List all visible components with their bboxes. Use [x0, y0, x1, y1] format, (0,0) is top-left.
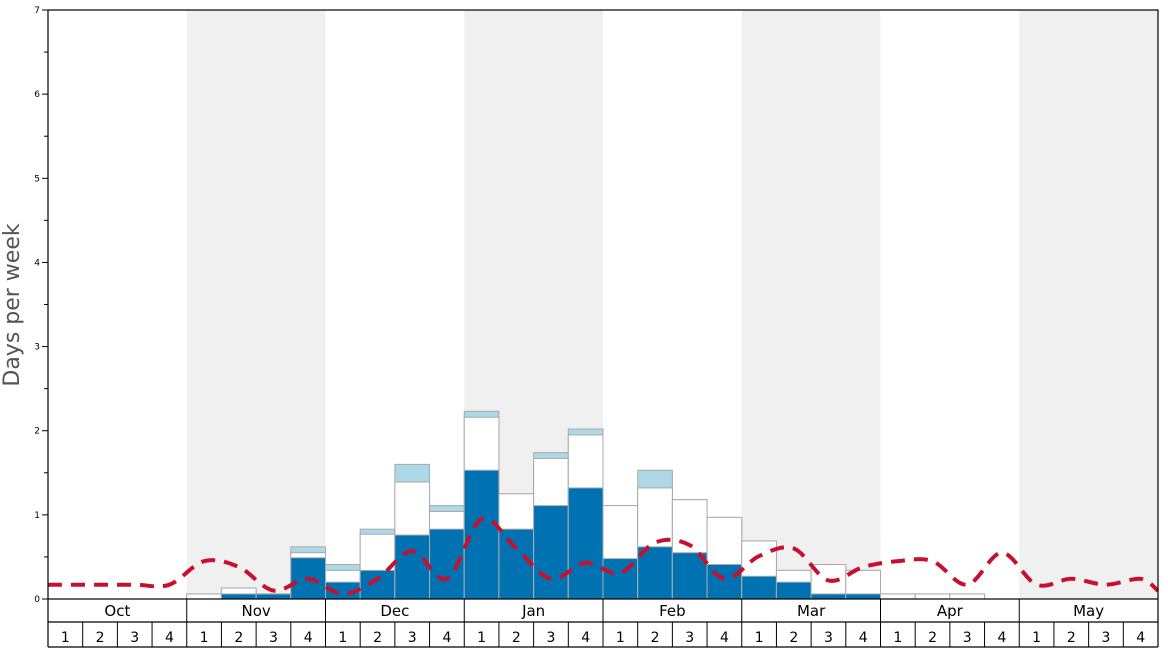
week-label-feb-3: 3	[685, 630, 694, 646]
bar-dark-13	[498, 528, 535, 600]
month-shade-may	[1019, 10, 1158, 599]
week-label-mar-3: 3	[824, 630, 833, 646]
week-label-may-4: 4	[1136, 630, 1145, 646]
week-label-oct-1: 1	[61, 630, 70, 646]
y-tick-label-1: 1	[34, 511, 40, 521]
week-label-mar-1: 1	[755, 630, 764, 646]
bar-dark-6	[255, 593, 292, 600]
y-tick-label-6: 6	[34, 90, 40, 100]
week-label-jan-1: 1	[477, 630, 486, 646]
month-label-dec: Dec	[380, 602, 409, 620]
month-label-oct: Oct	[104, 602, 130, 620]
month-label-jan: Jan	[521, 602, 545, 620]
week-label-nov-2: 2	[234, 630, 243, 646]
bar-white-24	[880, 593, 916, 600]
y-tick-label-5: 5	[34, 174, 40, 184]
week-label-jan-2: 2	[512, 630, 521, 646]
bar-dark-21	[775, 581, 812, 600]
week-label-oct-3: 3	[130, 630, 139, 646]
y-tick-label-4: 4	[34, 258, 40, 268]
week-label-oct-2: 2	[96, 630, 105, 646]
week-label-apr-3: 3	[963, 630, 972, 646]
bar-dark-17	[637, 546, 673, 600]
week-label-feb-2: 2	[651, 630, 660, 646]
bar-dark-15	[567, 487, 604, 600]
bars	[186, 410, 986, 600]
bar-dark-18	[671, 552, 708, 600]
month-shade-mar	[741, 10, 881, 599]
week-label-apr-1: 1	[893, 630, 902, 646]
y-tick-label-7: 7	[34, 6, 40, 16]
month-label-feb: Feb	[659, 602, 686, 620]
month-label-may: May	[1073, 602, 1104, 620]
month-label-apr: Apr	[937, 602, 964, 620]
y-tick-label-3: 3	[34, 343, 40, 353]
month-shading	[186, 10, 1158, 599]
week-label-dec-2: 2	[373, 630, 382, 646]
y-tick-label-0: 0	[34, 595, 40, 605]
labels: 0 1 2 3 4 5 6 7 Oct 1 2 3 4 Nov 1 2 3 4 Dec 1 2 3 4 Jan 1 2 3 4 Feb 1…	[34, 6, 1145, 646]
bar-white-25	[914, 593, 951, 600]
week-label-nov-3: 3	[269, 630, 278, 646]
week-label-may-2: 2	[1067, 630, 1076, 646]
week-label-jan-3: 3	[547, 630, 556, 646]
axes	[42, 9, 1159, 648]
week-label-may-3: 3	[1102, 630, 1111, 646]
week-label-dec-1: 1	[338, 630, 347, 646]
week-label-mar-2: 2	[789, 630, 798, 646]
week-label-jan-4: 4	[581, 630, 590, 646]
month-label-nov: Nov	[241, 602, 270, 620]
bar-dark-5	[220, 593, 257, 600]
bar-dark-12	[463, 469, 500, 600]
week-label-mar-4: 4	[859, 630, 868, 646]
bar-white-4	[186, 593, 222, 600]
bar-dark-20	[741, 575, 777, 600]
y-axis-title: Days per week	[0, 223, 25, 386]
week-label-apr-4: 4	[997, 630, 1006, 646]
month-shade-nov	[186, 10, 326, 599]
week-label-dec-3: 3	[408, 630, 417, 646]
bar-dark-22	[810, 593, 847, 600]
y-tick-label-2: 2	[34, 427, 40, 437]
bar-white-26	[949, 593, 986, 600]
bar-dark-23	[845, 593, 881, 600]
week-label-dec-4: 4	[442, 630, 451, 646]
week-label-nov-4: 4	[304, 630, 313, 646]
week-label-nov-1: 1	[200, 630, 209, 646]
bar-dark-14	[533, 505, 569, 600]
bar-dark-9	[359, 569, 396, 600]
week-label-oct-4: 4	[165, 630, 174, 646]
bar-dark-10	[394, 534, 431, 600]
week-label-apr-2: 2	[928, 630, 937, 646]
week-label-feb-4: 4	[720, 630, 729, 646]
week-label-feb-1: 1	[616, 630, 625, 646]
bar-dark-19	[706, 564, 743, 600]
month-label-mar: Mar	[797, 602, 826, 620]
week-label-may-1: 1	[1032, 630, 1041, 646]
